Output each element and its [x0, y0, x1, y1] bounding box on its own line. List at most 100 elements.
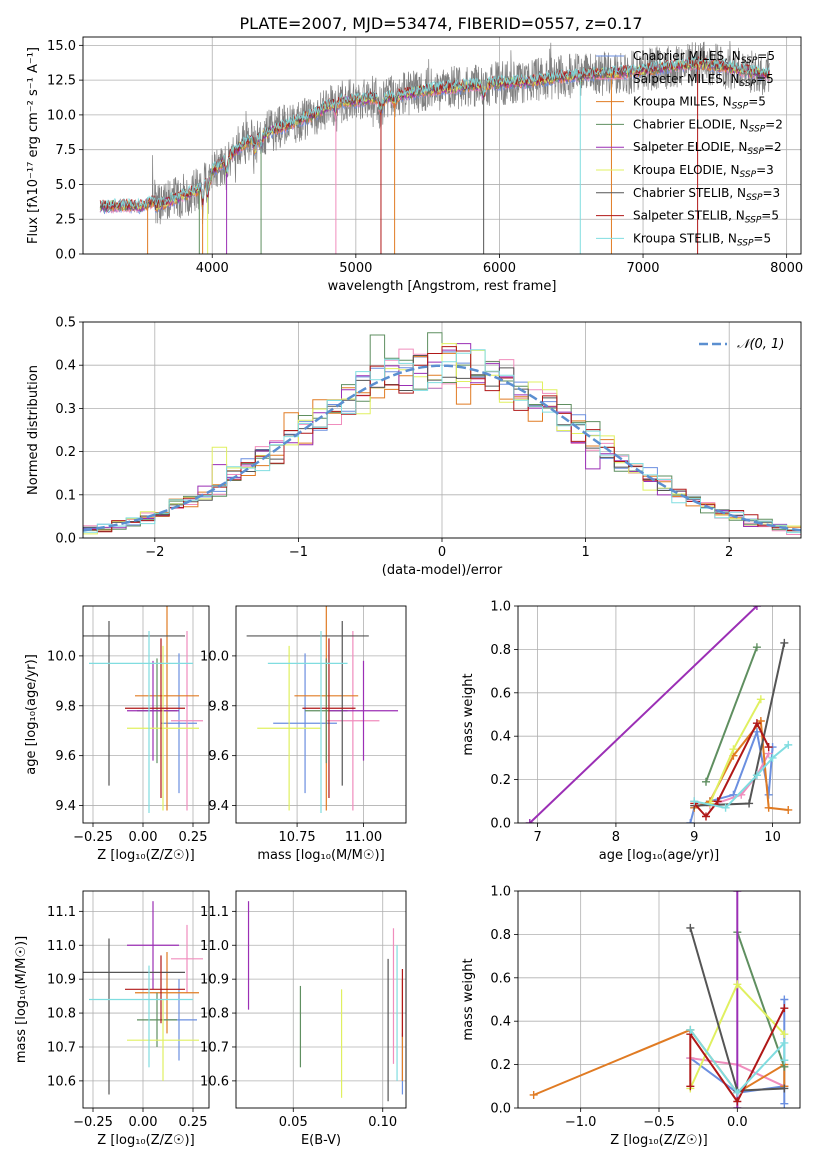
errorbar-chabrier-stelib: [246, 620, 369, 786]
y-axis-label: Flux [fλ10⁻¹⁷ erg cm⁻² s⁻¹ A⁻¹]: [26, 47, 41, 244]
x-axis-label: Z [log₁₀(Z/Z☉)]: [97, 848, 194, 863]
x-axis-label: Z [log₁₀(Z/Z☉)]: [610, 1133, 707, 1148]
y-tick-label: 0.8: [490, 928, 511, 943]
gridlines: [518, 890, 800, 1109]
weight-point-marker: [686, 1025, 695, 1034]
y-tick-label: 9.4: [55, 799, 76, 814]
x-tick-label: 0.10: [368, 1115, 397, 1130]
legend-label-value: =2: [765, 117, 783, 131]
y-tick-label: 0.6: [490, 686, 511, 701]
errorbar-kroupa-elodie: [127, 645, 199, 811]
weight-point-marker: [752, 727, 761, 736]
gaussian-curve: [83, 364, 801, 532]
legend-label-value: =5: [748, 95, 766, 109]
y-tick-label: 0.2: [490, 1058, 511, 1073]
legend-label-subscript: SSP: [741, 56, 758, 66]
weight-point-marker: [686, 1082, 695, 1091]
plot-content: [83, 332, 801, 535]
x-axis-label: mass [log₁₀(M/M☉)]: [257, 848, 384, 863]
weight-point-marker: [780, 1056, 789, 1065]
legend-label-text: Kroupa MILES, N: [633, 95, 732, 109]
y-tick-label: 11.1: [47, 905, 76, 920]
weight-series-kroupa-miles: [690, 717, 793, 814]
legend-label-value: =2: [764, 140, 782, 154]
gridlines: [83, 606, 209, 823]
x-tick-label: −1: [289, 545, 308, 560]
weight-point-marker: [764, 803, 773, 812]
weight-point-marker: [745, 799, 754, 808]
y-axis-label: mass weight: [461, 673, 476, 755]
x-axis-label: (data-model)/error: [382, 563, 503, 578]
weight-point-marker: [529, 1090, 538, 1099]
axes-frame: [82, 890, 210, 1109]
x-tick-label: −0.25: [73, 1115, 113, 1130]
weight-point-marker: [733, 891, 742, 895]
x-tick-label: 10.75: [278, 830, 315, 845]
legend-label-subscript: SSP: [740, 170, 757, 180]
legend-label-text: Salpeter STELIB, N: [633, 209, 745, 223]
legend-label-chabrier-stelib: Chabrier STELIB, NSSP=3: [633, 186, 780, 203]
axes-frame: [82, 321, 802, 539]
x-tick-label: −0.5: [643, 1115, 675, 1130]
y-tick-label: 0.0: [55, 248, 76, 263]
y-tick-label: 11.1: [200, 905, 229, 920]
y-tick-label: 10.6: [47, 1074, 76, 1089]
legend-label-subscript: SSP: [732, 102, 749, 112]
errorbar-kroupa-stelib: [267, 630, 348, 814]
errorbar-salpeter-elodie: [328, 660, 399, 761]
legend-label-text: Kroupa STELIB, N: [633, 231, 737, 245]
weight-point-marker: [784, 740, 793, 749]
axes-frame: [517, 605, 801, 824]
mass-vs-ebv-axes: 0.05 0.10 10.6 10.7 10.8 10.9 11.0 11.1 E(B-V): [200, 890, 407, 1148]
legend-label-kroupa-elodie: Kroupa ELODIE, NSSP=3: [633, 163, 774, 180]
y-tick-label: 10.0: [47, 649, 76, 664]
x-axis-label: wavelength [Angstrom, rest frame]: [328, 279, 557, 294]
weight-point-marker: [784, 805, 793, 814]
weight-point-marker: [733, 1088, 742, 1097]
age-vs-mass-axes: 10.75 11.00 9.4 9.6 9.8 10.0 mass [log₁₀(M/M☉)…: [200, 605, 407, 863]
y-tick-label: 0.6: [490, 971, 511, 986]
y-tick-label: 10.6: [200, 1074, 229, 1089]
errorbar-chabrier-stelib: [83, 938, 185, 1095]
weight-series-kroupa-stelib: [686, 1025, 789, 1097]
errorbar-salpeter-miles: [171, 630, 203, 811]
errorbar-salpeter-stelib: [125, 638, 185, 799]
weight-vs-age-axes: 7 8 9 10 0.0 0.2 0.4 0.6 0.8 1.0 age [log₁₀(age/yr…: [461, 600, 801, 863]
errorbar-salpeter-elodie: [127, 660, 179, 761]
legend-label-text: Salpeter MILES, N: [633, 72, 740, 86]
legend-label-subscript: SSP: [747, 147, 764, 157]
x-tick-label: 10: [764, 830, 781, 845]
legend-label-kroupa-miles: Kroupa MILES, NSSP=5: [633, 95, 766, 112]
y-tick-label: 15.0: [47, 39, 76, 54]
y-tick-label: 10.9: [47, 973, 76, 988]
legend-label-subscript: SSP: [740, 79, 757, 89]
weight-line: [529, 606, 758, 823]
plot-content: [525, 606, 793, 823]
y-tick-label: 9.8: [208, 699, 229, 714]
errorbar-salpeter-miles: [326, 630, 380, 811]
y-tick-label: 11.0: [47, 939, 76, 954]
weight-line: [705, 646, 758, 783]
y-axis-label: mass weight: [461, 958, 476, 1040]
legend-label-salpeter-elodie: Salpeter ELODIE, NSSP=2: [633, 140, 782, 157]
x-tick-label: 0.00: [129, 1115, 158, 1130]
errorbar-salpeter-miles: [171, 924, 203, 993]
legend-label-text: Chabrier MILES, N: [633, 49, 741, 63]
legend-label-text: Chabrier STELIB, N: [633, 186, 746, 200]
legend-label-text: Kroupa ELODIE, N: [633, 163, 740, 177]
legend-label-chabrier-miles: Chabrier MILES, NSSP=5: [633, 49, 775, 66]
x-tick-label: 1: [581, 545, 589, 560]
weight-series-chabrier-elodie: [702, 643, 761, 786]
legend-label-subscript: SSP: [745, 216, 762, 226]
x-tick-label: 2: [725, 545, 733, 560]
y-tick-label: 0.5: [55, 316, 76, 331]
x-tick-label: 8000: [770, 261, 803, 276]
y-tick-label: 10.8: [200, 1007, 229, 1022]
y-tick-label: 9.6: [208, 749, 229, 764]
weight-point-marker: [768, 753, 777, 762]
y-tick-label: 0.0: [55, 532, 76, 547]
x-tick-label: 7: [533, 830, 541, 845]
legend-label-text: Chabrier ELODIE, N: [633, 117, 749, 131]
